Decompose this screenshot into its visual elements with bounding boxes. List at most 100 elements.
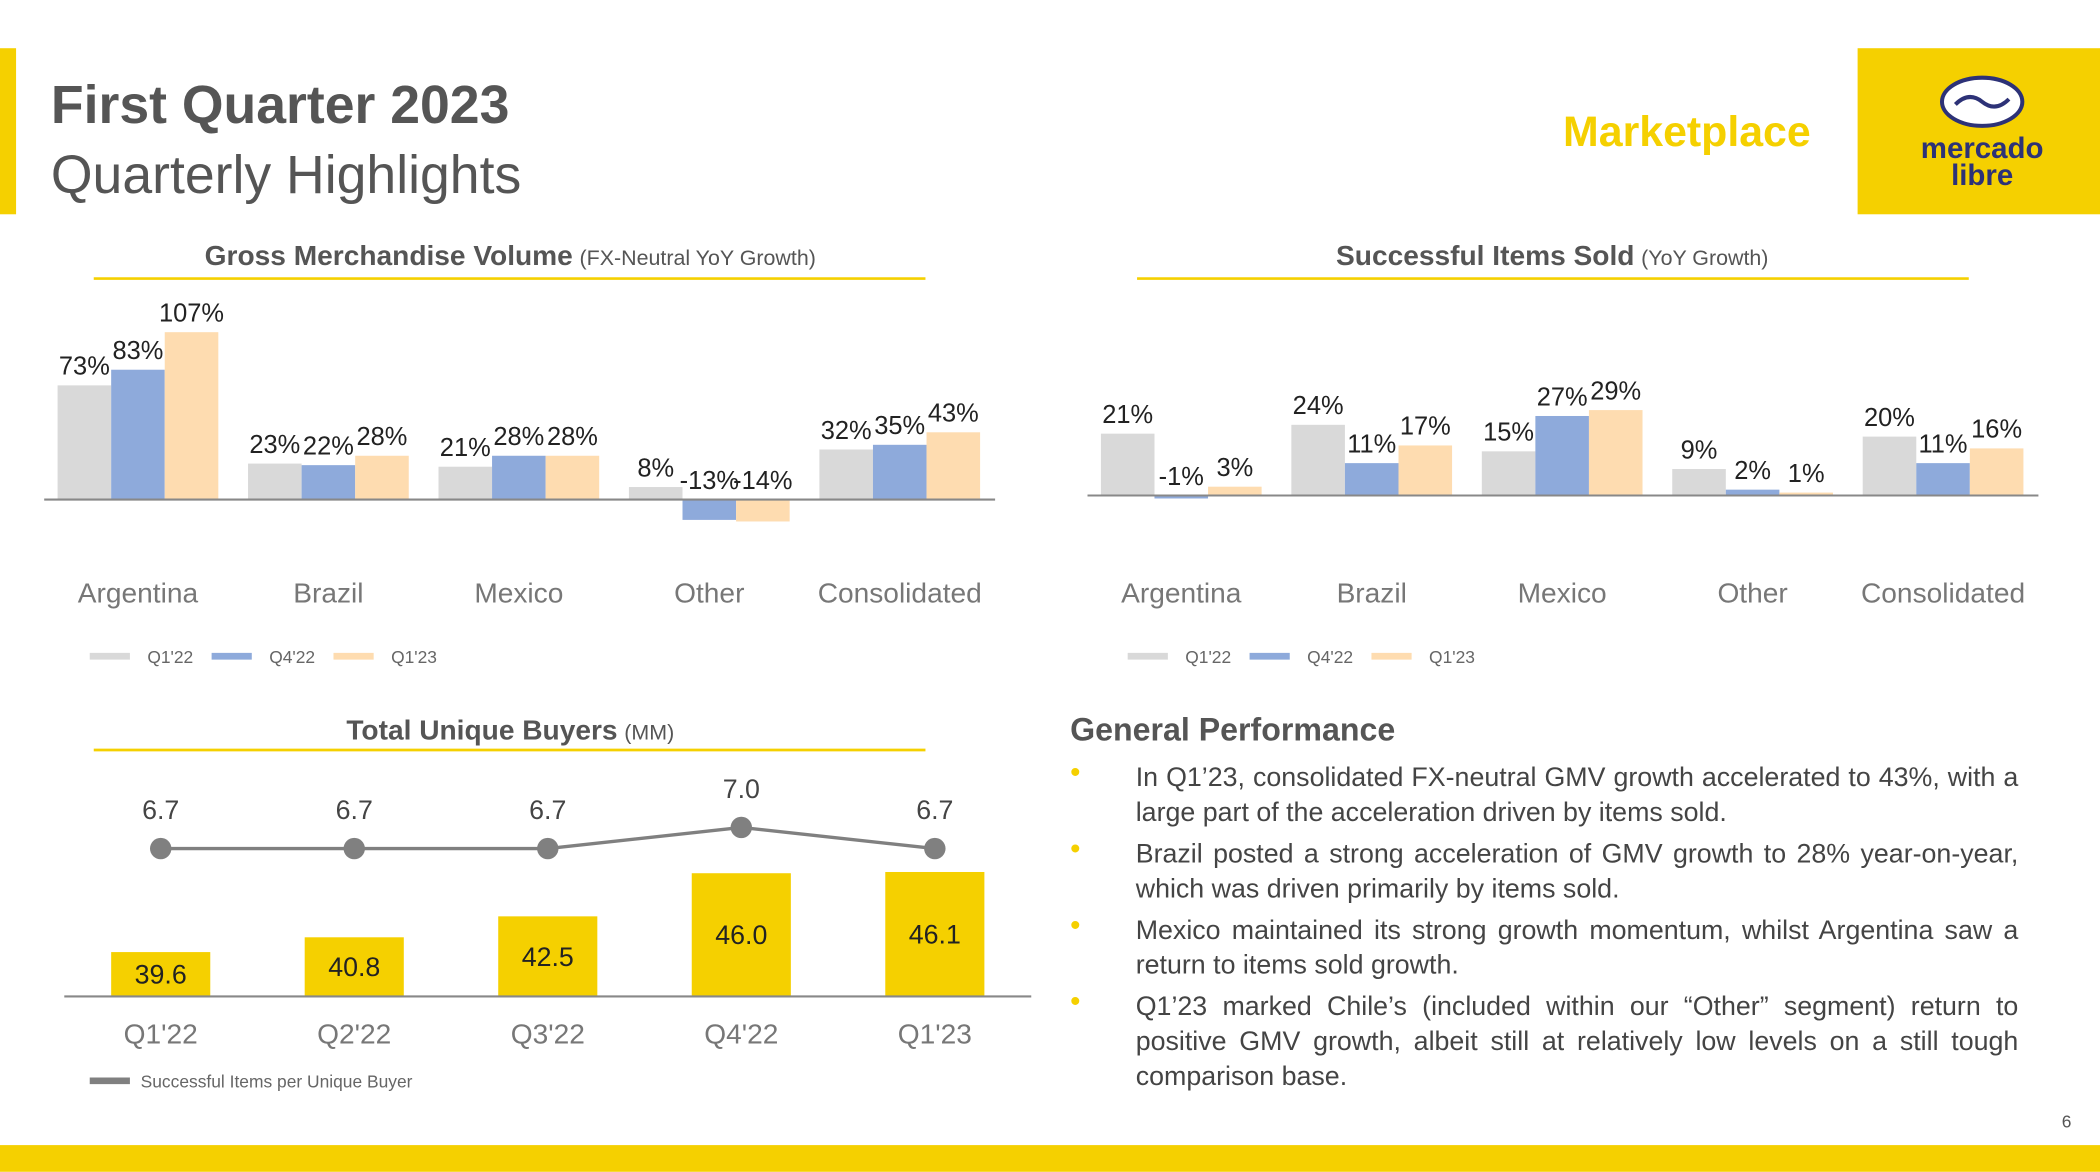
bar (736, 499, 790, 522)
data-label: 6.7 (529, 795, 566, 825)
data-label: -1% (1159, 463, 1204, 491)
data-label: 28% (357, 423, 408, 451)
data-label: 7.0 (723, 774, 760, 804)
data-label: 8% (637, 454, 674, 482)
data-label: 23% (249, 431, 300, 459)
chart-title-main: Successful Items Sold (1336, 240, 1634, 271)
data-label: 16% (1971, 416, 2022, 444)
footer-bar (0, 1145, 2100, 1172)
data-label: 42.5 (522, 942, 574, 972)
x-tick-label: Mexico (474, 578, 563, 609)
data-label: 15% (1483, 419, 1534, 447)
data-label: 17% (1400, 413, 1451, 441)
line-marker (343, 837, 365, 860)
legend-label: Q1'23 (391, 647, 437, 667)
bar (682, 499, 737, 520)
x-tick-label: Consolidated (1861, 578, 2025, 609)
data-label: 21% (440, 434, 491, 462)
chart-title: Successful Items Sold (YoY Growth) (1336, 240, 1768, 271)
x-tick-label: Brazil (1337, 578, 1407, 609)
data-label: 6.7 (142, 795, 179, 825)
bullet: In Q1’23, consolidated FX-neutral GMV gr… (1070, 755, 2018, 831)
legend-label: Successful Items per Unique Buyer (141, 1072, 413, 1092)
bar (1588, 410, 1643, 496)
bullet: Brazil posted a strong acceleration of G… (1070, 832, 2018, 907)
x-tick-label: Q1'22 (124, 1018, 198, 1049)
bar (1916, 463, 1970, 496)
slide-title: First Quarter 2023 (51, 76, 509, 135)
bar (1154, 495, 1209, 499)
accent-bar (0, 48, 17, 215)
data-label: -14% (733, 467, 792, 495)
x-tick-label: Q3'22 (511, 1018, 585, 1049)
bar (1398, 445, 1453, 496)
data-label: 21% (1102, 401, 1153, 429)
data-label: 107% (159, 299, 224, 327)
bar (1969, 448, 2024, 496)
x-tick-label: Consolidated (818, 578, 982, 609)
bar (304, 937, 404, 997)
chart-title: Gross Merchandise Volume (FX-Neutral YoY … (205, 240, 816, 271)
data-label: 46.0 (715, 920, 767, 950)
data-label: 46.1 (909, 920, 961, 950)
bar (1672, 469, 1726, 496)
bar (248, 463, 302, 500)
logo-text: mercado (1921, 132, 2044, 165)
x-tick-label: Argentina (1121, 578, 1242, 609)
bar (1779, 492, 1833, 496)
bar (628, 487, 683, 500)
bar (1535, 415, 1589, 496)
bar (872, 444, 927, 500)
logo-text: libre (1951, 159, 2013, 192)
bar (1208, 486, 1262, 496)
data-label: 27% (1537, 383, 1588, 411)
bullet: Q1’23 marked Chile’s (included within ou… (1070, 984, 2018, 1094)
bar (111, 369, 165, 500)
data-label: 11% (1347, 430, 1396, 458)
x-tick-label: Q4'22 (704, 1018, 778, 1049)
bar (819, 449, 873, 500)
text-panel: General Performance In Q1’23, consolidat… (1070, 713, 2018, 1101)
data-label: 22% (303, 432, 354, 460)
data-label: 73% (59, 353, 110, 381)
data-label: 35% (874, 412, 925, 440)
data-label: 39.6 (135, 960, 187, 990)
data-label: 43% (928, 400, 979, 428)
bar (1100, 433, 1155, 496)
bar (438, 466, 493, 500)
data-label: 40.8 (328, 952, 380, 982)
data-label: 3% (1216, 454, 1253, 482)
data-label: 2% (1734, 457, 1771, 485)
bullet-list: In Q1’23, consolidated FX-neutral GMV gr… (1070, 755, 2018, 1094)
data-label: 9% (1681, 436, 1718, 464)
data-label: 11% (1919, 430, 1968, 458)
legend-label: Q1'22 (1185, 647, 1231, 667)
data-label: 83% (112, 337, 163, 365)
x-tick-label: Q2'22 (317, 1018, 391, 1049)
bar (926, 432, 981, 500)
data-label: 29% (1590, 377, 1641, 405)
bar (1291, 424, 1345, 496)
bar (111, 952, 211, 997)
legend-label: Q4'22 (269, 647, 315, 667)
x-tick-label: Brazil (293, 578, 363, 609)
data-label: 6.7 (916, 795, 953, 825)
bar (164, 332, 219, 500)
data-label: 28% (493, 423, 544, 451)
legend-label: Q4'22 (1307, 647, 1353, 667)
x-tick-label: Mexico (1518, 578, 1607, 609)
bar (498, 916, 598, 997)
data-label: 6.7 (336, 795, 373, 825)
chart-title-main: Gross Merchandise Volume (205, 240, 573, 271)
x-tick-label: Argentina (78, 578, 199, 609)
page-number: 6 (2062, 1112, 2072, 1132)
bar (1481, 451, 1536, 496)
section-label: Marketplace (1563, 108, 1811, 156)
data-label: 20% (1864, 404, 1915, 432)
bar (301, 465, 356, 500)
data-label: -13% (680, 467, 739, 495)
bar (492, 455, 546, 500)
